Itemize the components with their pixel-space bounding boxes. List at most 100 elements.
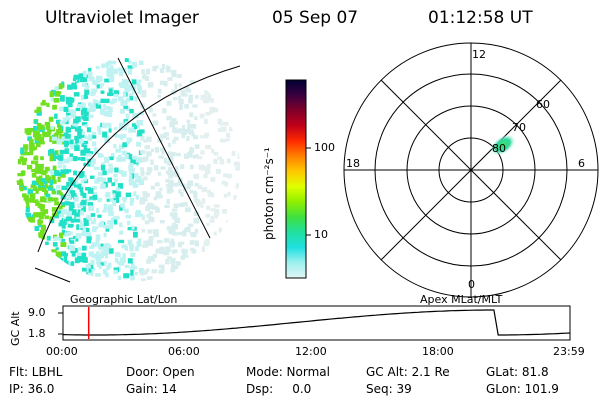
aurora-pixel [190,232,197,238]
aurora-pixel [187,264,191,269]
aurora-pixel [73,196,79,202]
aurora-pixel [189,147,194,152]
aurora-pixel [166,198,170,205]
aurora-pixel [73,235,79,242]
aurora-pixel [178,189,182,194]
aurora-pixel [46,102,50,107]
aurora-pixel [52,242,58,247]
aurora-pixel [100,251,106,256]
status-glat: GLat: 81.8 [486,365,549,379]
aurora-pixel [63,158,70,164]
aurora-pixel [51,207,58,212]
aurora-pixel [109,198,114,202]
aurora-pixel [235,183,240,189]
aurora-pixel [119,144,125,150]
aurora-pixel [164,205,170,208]
aurora-pixel [158,264,165,269]
aurora-pixel [191,249,197,254]
status-gain: Gain: 14 [126,382,177,396]
aurora-pixel [55,91,62,95]
aurora-pixel [205,213,210,218]
aurora-pixel [163,157,168,164]
aurora-pixel [130,269,134,276]
aurora-pixel [85,108,90,114]
aurora-pixel [146,276,153,281]
aurora-pixel [136,241,142,247]
aurora-pixel [80,156,86,161]
aurora-pixel [66,111,72,116]
aurora-pixel [69,207,74,211]
aurora-pixel [125,82,129,86]
aurora-pixel [171,222,176,229]
aurora-pixel [168,230,174,235]
aurora-pixel [171,249,178,254]
aurora-pixel [147,82,154,88]
aurora-pixel [108,123,112,129]
aurora-pixel [20,150,25,154]
aurora-pixel [226,158,231,164]
aurora-pixel [29,198,35,203]
aurora-pixel [237,153,240,159]
aurora-pixel [141,214,146,221]
edge-line [34,267,71,283]
aurora-pixel [119,230,124,235]
aurora-pixel [113,90,119,95]
aurora-pixel [213,204,220,208]
aurora-pixel [128,93,133,98]
status-ip: IP: 36.0 [9,382,55,396]
aurora-pixel [51,190,57,195]
aurora-pixel [40,141,45,145]
aurora-pixel [152,65,157,72]
aurora-pixel [122,92,127,97]
aurora-pixel [222,121,229,126]
aurora-pixel [79,78,85,83]
alt-tick-9: 9.0 [28,306,46,319]
aurora-pixel [173,129,179,134]
aurora-pixel [165,170,170,175]
aurora-pixel [86,228,90,232]
polar-aurora-spot [491,135,515,155]
aurora-pixel [91,131,97,135]
aurora-pixel [171,229,176,236]
aurora-pixel [171,265,177,270]
aurora-pixel [193,192,198,198]
aurora-pixel [166,115,172,121]
aurora-pixel [108,128,112,133]
aurora-pixel [39,229,45,236]
aurora-pixel [141,69,145,74]
aurora-pixel [97,153,103,158]
aurora-pixel [24,128,28,134]
aurora-pixel [172,170,178,176]
aurora-pixel [77,203,84,209]
aurora-pixel [32,130,39,137]
aurora-pixel [52,151,57,157]
aurora-pixel [35,163,41,170]
aurora-pixel [217,128,223,132]
aurora-pixel [92,267,96,271]
aurora-pixel [53,98,60,103]
aurora-pixel [213,231,217,236]
aurora-pixel [211,148,215,154]
aurora-pixel [106,72,113,77]
aurora-pixel [58,84,63,90]
aurora-pixel [141,278,145,282]
aurora-pixel [92,135,97,139]
aurora-pixel [189,112,194,118]
aurora-pixel [128,60,132,64]
aurora-pixel [61,251,67,257]
aurora-pixel [55,247,59,251]
aurora-pixel [49,179,53,186]
aurora-pixel [92,99,98,105]
aurora-pixel [147,229,153,234]
aurora-pixel [166,136,170,140]
aurora-pixel [125,192,131,198]
aurora-pixel [69,153,73,157]
aurora-pixel [144,220,150,225]
aurora-pixel [184,153,190,159]
aurora-pixel [35,126,40,131]
aurora-pixel [198,164,204,170]
aurora-pixel [61,136,66,142]
aurora-pixel [178,98,184,104]
aurora-pixel [94,166,100,170]
date-label: 05 Sep 07 [272,8,359,28]
